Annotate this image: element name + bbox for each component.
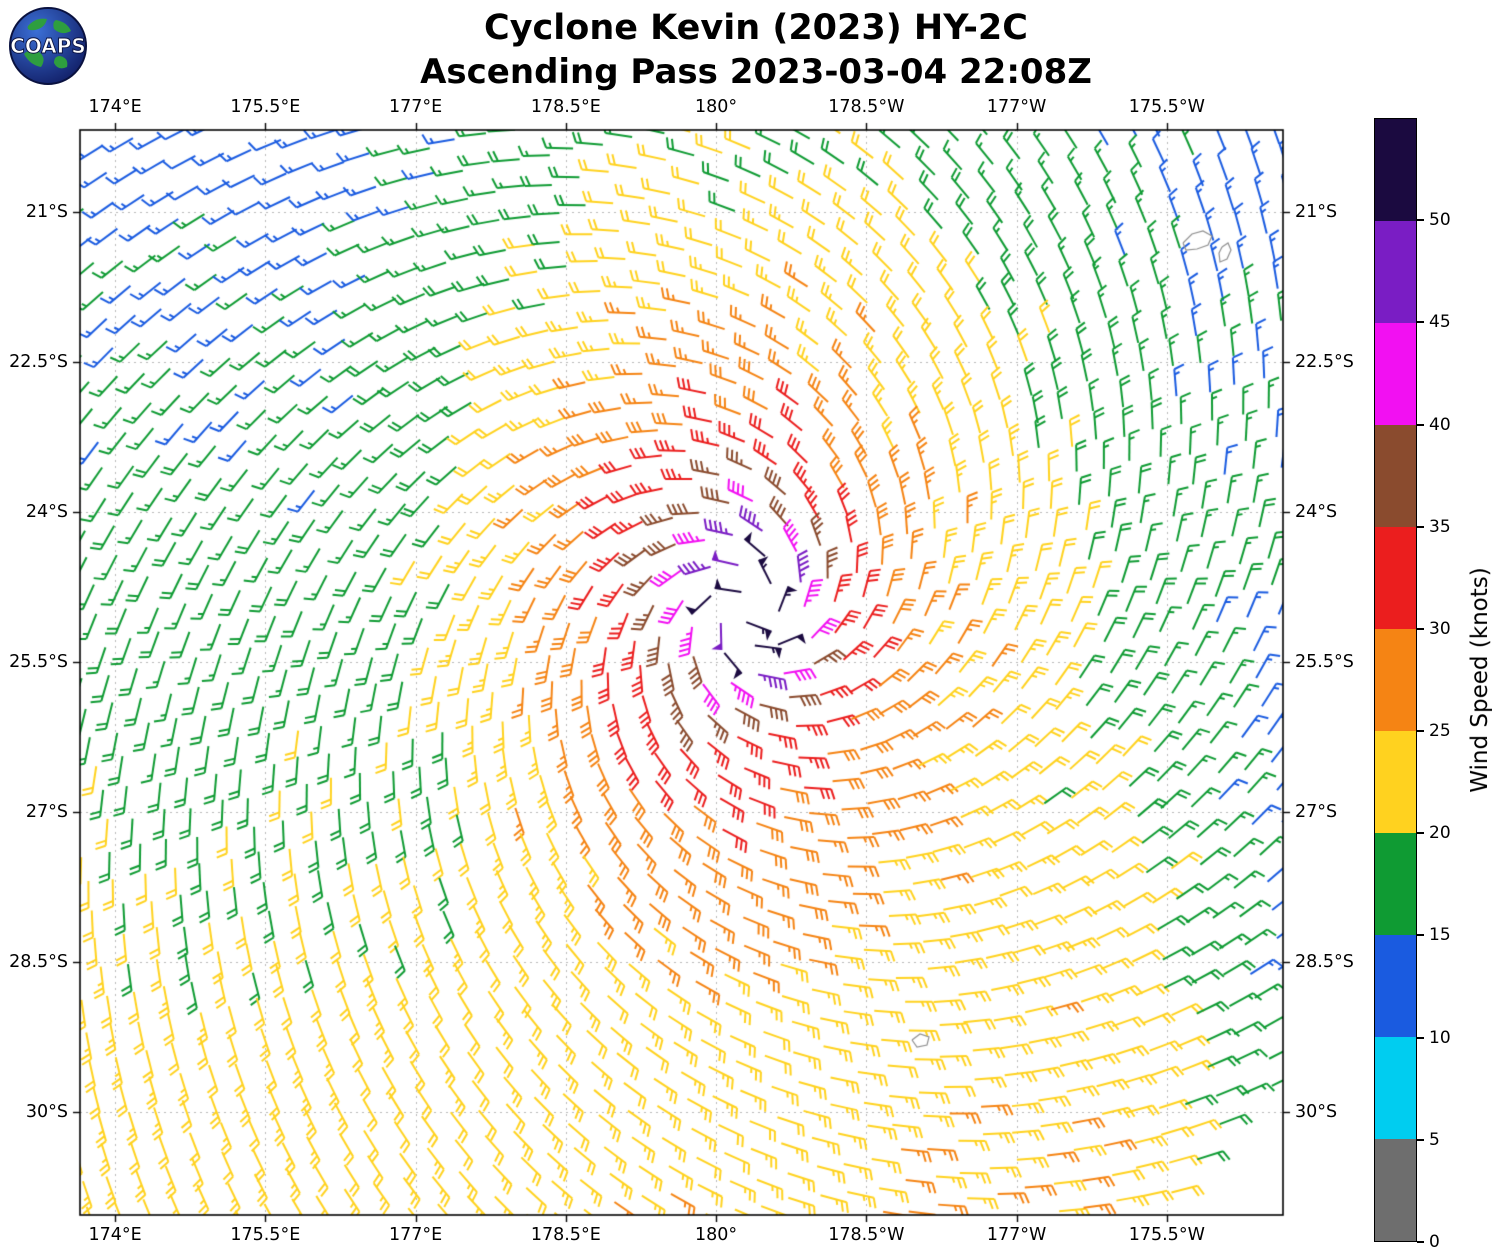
colorbar-segment — [1375, 935, 1416, 1037]
colorbar-tick-label: 0 — [1429, 1232, 1440, 1252]
colorbar-tick-label: 10 — [1429, 1027, 1451, 1048]
x-tick-label-bottom: 175.5°W — [1128, 1225, 1205, 1245]
colorbar-segment — [1375, 629, 1416, 731]
y-tick-label-left: 28.5°S — [9, 952, 68, 972]
x-tick-label-bottom: 178.5°W — [828, 1225, 905, 1245]
colorbar-tick-label: 35 — [1429, 516, 1451, 537]
x-tick-label-top: 175.5°E — [230, 97, 301, 117]
x-tick-label-bottom: 174°E — [88, 1225, 142, 1245]
x-tick-label-top: 174°E — [88, 97, 142, 117]
colorbar-tickmark — [1417, 423, 1424, 426]
x-tick-label-top: 180° — [694, 97, 738, 117]
chart-title: Cyclone Kevin (2023) HY-2C Ascending Pas… — [0, 6, 1512, 94]
colorbar-tickmark — [1417, 627, 1424, 630]
y-tick-label-left: 21°S — [25, 202, 68, 222]
x-tick-label-bottom: 180° — [694, 1225, 738, 1245]
colorbar-tick-label: 25 — [1429, 721, 1451, 742]
y-tick-label-right: 27°S — [1295, 802, 1338, 822]
colorbar-segment — [1375, 221, 1416, 323]
colorbar-tickmark — [1417, 832, 1424, 835]
x-tick-label-top: 178.5°E — [530, 97, 601, 117]
y-tick-label-right: 24°S — [1295, 502, 1338, 522]
x-tick-label-top: 177°E — [388, 97, 443, 117]
colorbar-tickmark — [1417, 1138, 1424, 1141]
y-tick-label-left: 22.5°S — [9, 352, 68, 372]
x-tick-label-top: 177°W — [986, 97, 1047, 117]
colorbar-tickmark — [1417, 321, 1424, 324]
x-tick-label-bottom: 177°W — [986, 1225, 1047, 1245]
y-tick-label-left: 24°S — [25, 502, 68, 522]
colorbar-segment — [1375, 1037, 1416, 1139]
colorbar-tickmark — [1417, 1036, 1424, 1039]
y-tick-label-right: 28.5°S — [1295, 952, 1354, 972]
colorbar-tick-label: 45 — [1429, 312, 1451, 333]
y-tick-label-left: 27°S — [25, 802, 68, 822]
y-tick-label-right: 21°S — [1295, 202, 1338, 222]
x-tick-label-bottom: 177°E — [388, 1225, 443, 1245]
y-tick-label-left: 30°S — [25, 1102, 68, 1122]
colorbar-tickmark — [1417, 525, 1424, 528]
colorbar-tickmark — [1417, 1241, 1424, 1243]
colorbar-tick-label: 30 — [1429, 618, 1451, 639]
colorbar-segment — [1375, 323, 1416, 425]
y-tick-label-right: 25.5°S — [1295, 652, 1354, 672]
y-tick-label-right: 22.5°S — [1295, 352, 1354, 372]
logo-land-icon — [53, 20, 71, 34]
coaps-logo: COAPS — [9, 7, 87, 85]
colorbar-axis-label: Wind Speed (knots) — [1467, 567, 1493, 793]
colorbar-segment — [1375, 833, 1416, 935]
colorbar-tickmark — [1417, 219, 1424, 222]
colorbar-tick-label: 40 — [1429, 414, 1451, 435]
title-line-1: Cyclone Kevin (2023) HY-2C — [484, 8, 1028, 48]
x-tick-label-bottom: 178.5°E — [530, 1225, 601, 1245]
logo-text: COAPS — [10, 34, 86, 58]
colorbar-tick-label: 50 — [1429, 210, 1451, 231]
colorbar-tick-label: 20 — [1429, 823, 1451, 844]
logo-land-icon — [27, 18, 47, 31]
colorbar-segment — [1375, 527, 1416, 629]
colorbar-tick-label: 5 — [1429, 1129, 1440, 1150]
colorbar-segment — [1375, 1139, 1416, 1241]
x-tick-label-bottom: 175.5°E — [230, 1225, 301, 1245]
colorbar — [1374, 118, 1417, 1242]
colorbar-tickmark — [1417, 934, 1424, 937]
colorbar-segment — [1375, 119, 1416, 221]
x-tick-label-top: 175.5°W — [1128, 97, 1205, 117]
logo-land-icon — [24, 50, 44, 67]
y-tick-label-left: 25.5°S — [9, 652, 68, 672]
title-line-2: Ascending Pass 2023-03-04 22:08Z — [420, 52, 1092, 92]
colorbar-segment — [1375, 731, 1416, 833]
logo-land-icon — [54, 56, 68, 69]
colorbar-tick-label: 15 — [1429, 925, 1451, 946]
y-tick-label-right: 30°S — [1295, 1102, 1338, 1122]
colorbar-tickmark — [1417, 730, 1424, 733]
colorbar-segment — [1375, 425, 1416, 527]
x-tick-label-top: 178.5°W — [828, 97, 905, 117]
